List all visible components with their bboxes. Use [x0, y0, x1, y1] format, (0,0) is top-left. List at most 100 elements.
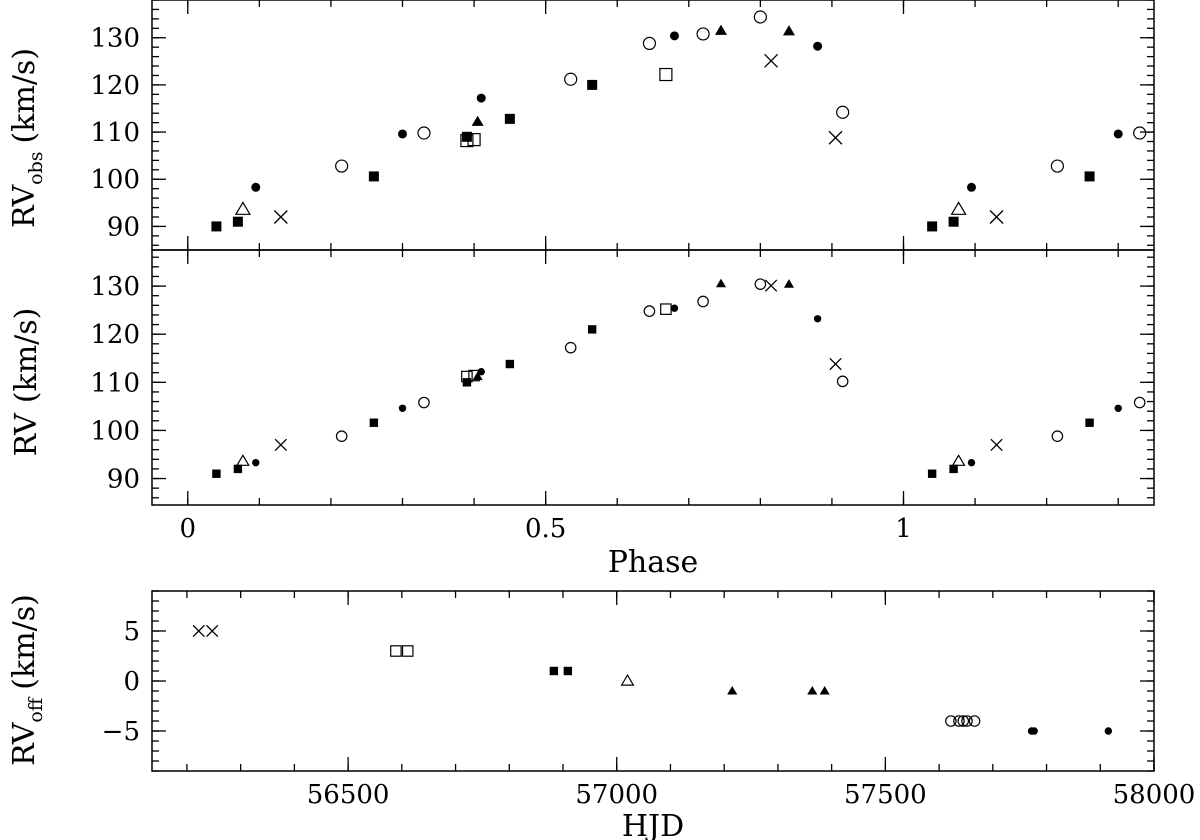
- rv-off-y-axis-unit: (km/s): [7, 594, 42, 690]
- y-tick-label: 90: [107, 212, 140, 242]
- y-tick-label: 130: [90, 24, 140, 54]
- filled-circle-point: [813, 315, 822, 323]
- y-tick-label: 130: [90, 272, 140, 302]
- filled-square-point: [505, 359, 515, 369]
- filled-circle-point: [1114, 404, 1122, 412]
- rv-y-axis-label: RV(km/s): [9, 308, 44, 457]
- filled-square-point: [368, 171, 379, 182]
- cross-point: [828, 130, 843, 145]
- filled-triangle-point: [819, 685, 830, 695]
- cross-point: [829, 357, 842, 371]
- open-circle-point: [1051, 430, 1064, 442]
- filled-triangle-point: [782, 25, 795, 36]
- filled-square-point: [587, 79, 598, 90]
- hjd-x-axis-label: HJD: [622, 809, 684, 840]
- filled-circle-point: [669, 31, 679, 41]
- filled-circle-point: [476, 93, 486, 103]
- open-circle-point: [564, 72, 578, 86]
- rv-obs-tick-labels: 90 100 110 120 130: [90, 24, 140, 243]
- open-circle-point: [836, 105, 850, 119]
- open-square-point: [460, 133, 474, 148]
- x-tick-label: 0: [180, 514, 197, 544]
- open-square-point: [659, 67, 673, 82]
- open-circle-point: [1050, 159, 1064, 173]
- x-tick-label: 0.5: [525, 514, 566, 544]
- open-triangle-point: [950, 201, 967, 215]
- open-circle-point: [335, 430, 348, 442]
- y-tick-label: 120: [90, 320, 140, 350]
- rv-obs-y-axis-unit: (km/s): [7, 48, 42, 144]
- rv-off-y-axis-label: RVoff(km/s): [7, 594, 47, 766]
- filled-triangle-point: [472, 371, 483, 381]
- y-tick-label: 5: [123, 617, 140, 647]
- filled-triangle-point: [783, 279, 795, 288]
- open-square-point: [390, 645, 402, 657]
- open-circle-point: [945, 715, 957, 727]
- rv-off-panel: −5 0 5 56500 57000 57500 58000 RVoff(km/s) HJD: [7, 590, 1196, 840]
- rv-plot-frame: [151, 249, 1155, 506]
- open-circle-point: [642, 36, 657, 50]
- open-square-point: [468, 369, 480, 382]
- rv-tick-labels: 90 100 110 120 130 0 0.5 1: [90, 272, 911, 544]
- filled-triangle-point: [807, 685, 818, 695]
- filled-triangle-point: [715, 278, 727, 288]
- open-circle-point: [961, 715, 973, 727]
- filled-square-point: [587, 325, 597, 334]
- filled-square-point: [563, 666, 573, 676]
- filled-square-point: [1085, 418, 1094, 427]
- rv-ticks: [152, 250, 1154, 505]
- open-triangle-point: [235, 454, 250, 466]
- open-circle-point: [564, 341, 577, 354]
- filled-square-point: [369, 418, 379, 427]
- filled-circle-point: [1104, 727, 1113, 735]
- rv-obs-ticks: [152, 0, 1154, 250]
- filled-square-point: [504, 113, 515, 124]
- filled-square-point: [948, 216, 959, 227]
- y-tick-label: 0: [123, 667, 140, 697]
- filled-square-point: [927, 221, 938, 232]
- filled-square-point: [211, 221, 222, 232]
- rv-off-ticks: [152, 590, 1155, 772]
- open-circle-point: [418, 396, 430, 409]
- open-circle-point: [696, 27, 710, 41]
- x-tick-label: 58000: [1113, 780, 1196, 810]
- filled-circle-point: [251, 182, 261, 192]
- filled-circle-point: [1030, 727, 1038, 735]
- filled-circle-point: [670, 304, 679, 312]
- y-tick-label: 120: [90, 71, 140, 101]
- open-circle-point: [754, 278, 767, 290]
- open-square-point: [461, 370, 473, 383]
- filled-circle-point: [398, 404, 407, 412]
- open-circle-point: [697, 295, 709, 308]
- y-tick-label: 110: [90, 368, 140, 398]
- filled-circle-point: [398, 129, 407, 139]
- filled-square-point: [461, 131, 472, 142]
- x-tick-label: 56500: [307, 780, 390, 810]
- cross-point: [274, 438, 287, 452]
- filled-square-point: [549, 666, 559, 676]
- x-tick-label: 57500: [844, 780, 927, 810]
- rv-points: [212, 278, 1146, 478]
- open-triangle-point: [620, 673, 635, 686]
- filled-triangle-point: [471, 115, 484, 126]
- rv-panel: 90 100 110 120 130 0 0.5 1 RV(km/s) Phase: [9, 249, 1155, 580]
- filled-triangle-point: [714, 24, 727, 35]
- cross-point: [990, 438, 1003, 452]
- filled-circle-point: [252, 458, 260, 467]
- x-tick-label: 1: [895, 514, 912, 544]
- cross-point: [989, 210, 1004, 224]
- open-square-point: [401, 645, 414, 657]
- rv-off-points: [192, 624, 1113, 735]
- open-circle-point: [836, 375, 849, 388]
- open-circle-point: [1133, 126, 1147, 140]
- x-tick-label: 57000: [575, 780, 658, 810]
- filled-circle-point: [967, 458, 976, 467]
- rv-obs-plot-frame: [151, 0, 1155, 251]
- open-circle-point: [417, 126, 431, 140]
- filled-square-point: [232, 216, 243, 227]
- y-tick-label: 100: [90, 416, 140, 446]
- filled-square-point: [927, 469, 937, 478]
- y-tick-label: 90: [107, 465, 140, 495]
- open-circle-point: [957, 715, 970, 727]
